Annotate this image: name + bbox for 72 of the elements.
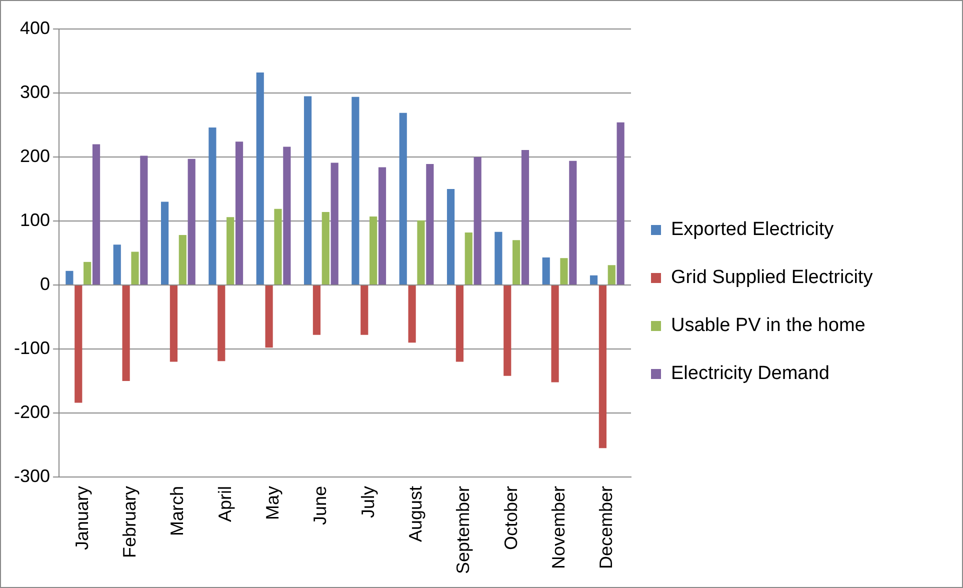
bar: [74, 285, 82, 403]
bar: [464, 232, 472, 284]
bar: [494, 232, 502, 284]
bar: [569, 160, 577, 284]
bar: [608, 265, 616, 284]
bar: [521, 150, 530, 284]
y-tick-label: -200: [14, 402, 50, 422]
x-tick-label: March: [167, 486, 188, 536]
bar: [330, 162, 338, 284]
bar: [170, 285, 178, 362]
y-tick-label: 300: [20, 82, 50, 102]
bar: [66, 270, 74, 284]
bar: [456, 285, 464, 362]
bar: [504, 285, 512, 376]
y-tick-label: 200: [20, 146, 50, 166]
y-tick-label: 100: [20, 210, 50, 230]
bar: [426, 164, 434, 284]
bar: [616, 122, 624, 284]
bar: [322, 212, 330, 284]
x-tick-label: December: [596, 486, 616, 569]
x-tick-label: February: [119, 486, 140, 558]
bar: [283, 146, 291, 284]
x-tick-label: August: [405, 486, 426, 542]
bar: [512, 240, 520, 284]
bar: [274, 208, 282, 284]
bar: [218, 285, 226, 362]
bar: [226, 217, 234, 284]
y-tick-label: -100: [14, 338, 50, 358]
bar: [378, 167, 386, 284]
bar: [265, 285, 273, 348]
bar: [140, 156, 148, 284]
y-tick-label: -300: [14, 466, 50, 486]
x-tick-label: July: [358, 486, 378, 518]
x-tick-label: June: [310, 486, 330, 525]
bar: [312, 285, 321, 335]
bar: [408, 285, 416, 343]
bar: [92, 144, 100, 284]
x-tick-label: January: [72, 486, 92, 550]
bar: [352, 96, 360, 284]
x-tick-label: September: [453, 486, 474, 574]
bar: [399, 112, 407, 284]
legend-label: Exported Electricity: [671, 219, 834, 241]
bar: [235, 142, 244, 284]
bar: [188, 158, 196, 284]
legend-label: Electricity Demand: [671, 363, 830, 385]
y-tick-label: 0: [40, 274, 50, 294]
bar: [178, 235, 186, 284]
bar: [542, 257, 550, 284]
bar: [590, 275, 598, 284]
x-tick-label: November: [548, 486, 568, 569]
bar: [474, 156, 482, 284]
legend-label: Usable PV in the home: [671, 315, 866, 337]
bar: [256, 72, 264, 284]
bar: [208, 128, 216, 284]
x-tick-label: October: [500, 486, 521, 550]
bar: [160, 202, 169, 284]
y-tick-label: 400: [20, 18, 50, 38]
bar: [360, 285, 368, 335]
bar: [560, 258, 568, 284]
bar: [598, 285, 606, 448]
bar: [131, 252, 139, 284]
bar: [122, 285, 130, 381]
bar: [84, 262, 92, 284]
bar: [551, 285, 559, 382]
bar: [370, 216, 378, 284]
x-tick-label: May: [262, 486, 282, 520]
bar: [417, 220, 425, 284]
bar: [113, 244, 121, 284]
bar: [304, 96, 312, 284]
legend-label: Grid Supplied Electricity: [671, 267, 873, 289]
bar: [446, 188, 455, 284]
x-tick-label: April: [214, 486, 235, 522]
